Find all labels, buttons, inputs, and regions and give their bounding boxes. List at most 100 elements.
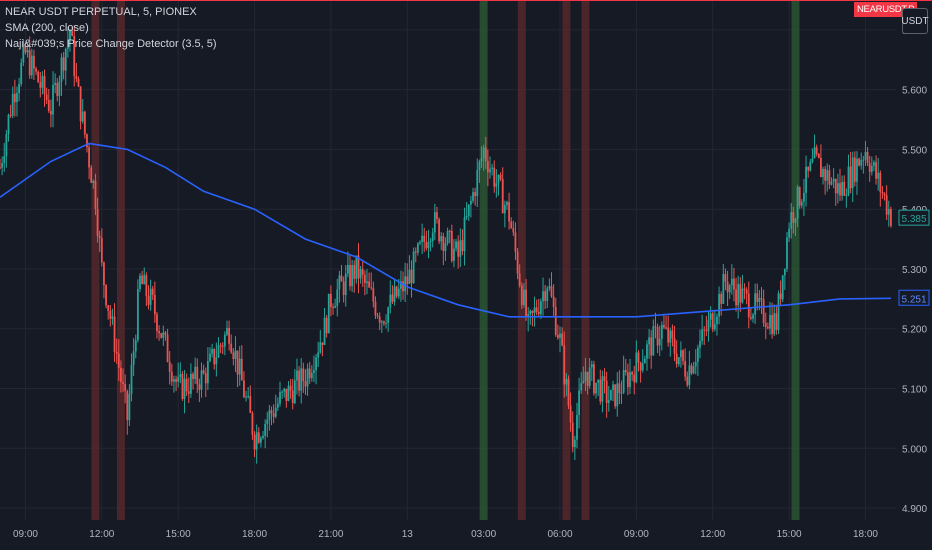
- candle-body: [783, 268, 786, 276]
- candle-body: [257, 432, 260, 443]
- candle-body: [308, 368, 311, 379]
- candle-body: [665, 327, 667, 329]
- candle-body: [35, 68, 37, 72]
- candle-body: [175, 379, 177, 382]
- candle-body: [692, 366, 695, 374]
- candle-body: [145, 275, 148, 297]
- candle-body: [879, 172, 882, 192]
- candle-body: [438, 219, 440, 242]
- candle-body: [673, 338, 676, 354]
- candle-body: [117, 353, 120, 368]
- currency-unit-button[interactable]: USDT: [901, 8, 929, 34]
- legend-indicator[interactable]: Naji&#039;s Price Change Detector (3.5, …: [5, 38, 217, 50]
- candle-body: [217, 345, 220, 358]
- candle-body: [268, 410, 271, 420]
- candle-body: [302, 368, 305, 382]
- signal-band-down: [116, 0, 125, 520]
- candle-body: [610, 390, 612, 401]
- chart-legend: NEAR USDT PERPETUAL, 5, PIONEX SMA (200,…: [5, 4, 217, 52]
- y-tick-label: 5.100: [902, 385, 927, 396]
- candle-body: [743, 288, 746, 290]
- candle-body: [427, 242, 430, 249]
- candle-body: [887, 209, 890, 215]
- candle-body: [425, 241, 428, 249]
- candle-body: [264, 423, 267, 436]
- legend-symbol[interactable]: NEAR USDT PERPETUAL, 5, PIONEX: [5, 6, 197, 18]
- candle-body: [344, 273, 347, 295]
- candle-body: [588, 367, 591, 386]
- candle-body: [701, 329, 704, 342]
- candle-body: [419, 242, 421, 244]
- candle-body: [215, 357, 218, 365]
- candle-body: [79, 86, 82, 122]
- candle-body: [868, 163, 871, 172]
- candle-body: [83, 111, 86, 135]
- candle-body: [614, 384, 617, 407]
- candle-body: [735, 289, 737, 306]
- candle-body: [450, 230, 453, 261]
- candle-body: [807, 166, 810, 171]
- candle-body: [151, 288, 154, 295]
- candle-body: [514, 232, 517, 252]
- candle-body: [192, 373, 194, 379]
- candle-body: [247, 396, 250, 398]
- candle-body: [120, 367, 122, 383]
- candle-body: [380, 321, 383, 323]
- candle-body: [128, 393, 131, 421]
- candle-body: [860, 160, 863, 166]
- candle-body: [811, 158, 814, 162]
- candle-body: [724, 273, 727, 282]
- candle-body: [671, 330, 674, 339]
- sma-value-label: 5.251: [901, 294, 926, 305]
- candle-body: [124, 383, 127, 391]
- candle-body: [293, 380, 296, 403]
- candle-body: [779, 293, 782, 300]
- candle-body: [459, 240, 462, 257]
- candle-body: [497, 174, 500, 184]
- candle-body: [720, 293, 723, 304]
- candle-body: [756, 293, 759, 302]
- candle-body: [187, 391, 190, 394]
- candle-body: [287, 385, 290, 401]
- candle-body: [699, 341, 701, 348]
- candle-body: [414, 251, 417, 253]
- candle-body: [406, 276, 409, 285]
- candle-body: [245, 396, 247, 398]
- x-tick-label: 21:00: [318, 529, 343, 540]
- candle-body: [433, 212, 436, 233]
- candle-body: [675, 353, 678, 365]
- candle-body: [400, 281, 402, 289]
- candle-body: [45, 94, 48, 101]
- candle-body: [758, 298, 761, 302]
- candle-body: [766, 326, 769, 329]
- candle-body: [455, 241, 457, 249]
- candle-body: [149, 288, 152, 305]
- candle-body: [7, 114, 10, 135]
- candle-body: [573, 439, 576, 448]
- candle-body: [0, 167, 1, 169]
- candle-body: [429, 240, 432, 243]
- candle-body: [764, 323, 767, 327]
- candle-body: [870, 165, 873, 172]
- candle-body: [37, 71, 40, 83]
- candle-body: [824, 168, 827, 181]
- candle-body: [531, 310, 534, 313]
- candle-body: [24, 46, 27, 53]
- candle-body: [752, 314, 754, 319]
- candle-body: [355, 255, 358, 279]
- candle-body: [232, 352, 235, 359]
- legend-sma[interactable]: SMA (200, close): [5, 22, 89, 34]
- candle-body: [109, 310, 112, 319]
- candle-body: [143, 275, 146, 285]
- candle-body: [796, 187, 799, 219]
- x-tick-label: 03:00: [471, 529, 496, 540]
- candle-body: [597, 379, 600, 383]
- candle-body: [111, 316, 114, 319]
- candle-body: [368, 281, 370, 288]
- candle-body: [586, 371, 589, 386]
- candle-body: [166, 334, 169, 362]
- candle-body: [96, 208, 99, 236]
- candle-body: [707, 319, 710, 332]
- candle-body: [253, 434, 256, 450]
